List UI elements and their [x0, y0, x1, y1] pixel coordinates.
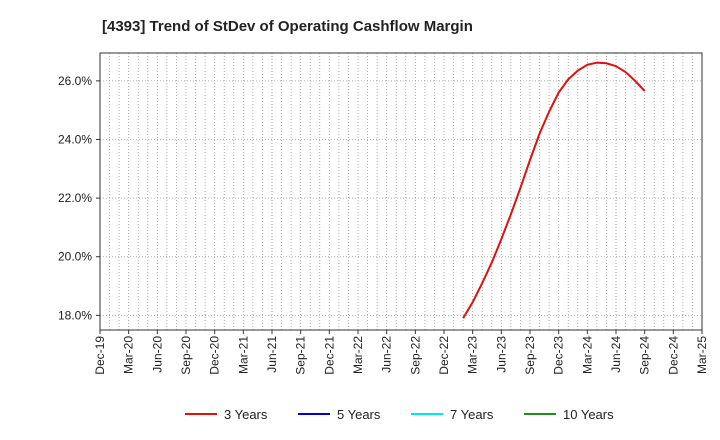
plot-area [99, 52, 703, 331]
x-tick-label: Mar-25 [695, 336, 709, 374]
grid [100, 53, 702, 330]
x-tick-label: Dec-21 [322, 336, 336, 375]
y-tick-label: 24.0% [58, 132, 92, 146]
y-tick-label: 22.0% [58, 191, 92, 205]
x-tick-label: Sep-23 [523, 336, 537, 375]
x-tick-label: Sep-21 [294, 336, 308, 375]
x-tick-label: Mar-22 [351, 336, 365, 374]
legend-label: 3 Years [224, 407, 268, 422]
x-tick-label: Sep-22 [408, 336, 422, 375]
x-tick-label: Jun-20 [150, 336, 164, 373]
x-tick-label: Mar-24 [580, 336, 594, 374]
x-tick-label: Jun-22 [380, 336, 394, 373]
legend-label: 5 Years [337, 407, 381, 422]
legend: 3 Years 5 Years 7 Years 10 Years [185, 407, 614, 422]
x-tick-label: Jun-24 [609, 336, 623, 373]
series-line-3-years [462, 61, 646, 319]
x-tick-label: Mar-21 [236, 336, 250, 374]
y-tick-label: 20.0% [58, 250, 92, 264]
x-tick-label: Sep-24 [638, 336, 652, 375]
x-tick-label: Jun-21 [265, 336, 279, 373]
x-tick-label: Dec-20 [208, 336, 222, 375]
series-lines [462, 61, 646, 319]
legend-label: 7 Years [450, 407, 494, 422]
y-axis: 18.0% 20.0% 22.0% 24.0% 26.0% [58, 74, 100, 322]
x-tick-label: Mar-23 [466, 336, 480, 374]
x-tick-label: Jun-23 [494, 336, 508, 373]
x-tick-label: Dec-19 [93, 336, 107, 375]
x-tick-label: Dec-22 [437, 336, 451, 375]
y-tick-label: 26.0% [58, 74, 92, 88]
legend-label: 10 Years [563, 407, 614, 422]
x-tick-label: Dec-24 [666, 336, 680, 375]
x-tick-label: Mar-20 [122, 336, 136, 374]
y-tick-label: 18.0% [58, 308, 92, 322]
chart-title: [4393] Trend of StDev of Operating Cashf… [102, 18, 473, 35]
x-tick-label: Dec-23 [552, 336, 566, 375]
x-axis: Dec-19 Mar-20 Jun-20 Sep-20 Dec-20 Mar-21 Jun-… [93, 330, 709, 375]
x-tick-label: Sep-20 [179, 336, 193, 375]
